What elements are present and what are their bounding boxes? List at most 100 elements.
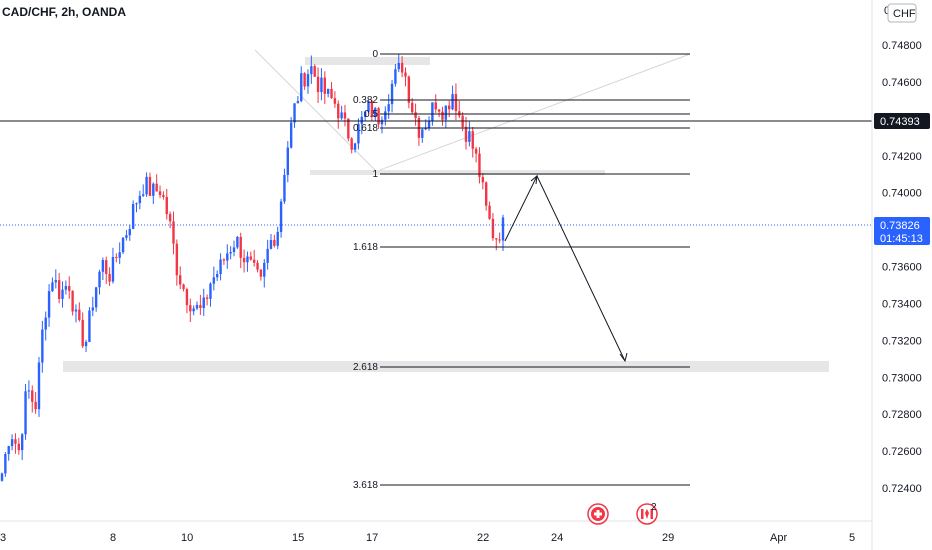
candle-body — [209, 283, 212, 299]
currency-badge: CHF — [893, 8, 916, 20]
candle-body — [434, 102, 437, 110]
candle-body — [310, 66, 313, 75]
candle-body — [380, 119, 384, 125]
candle-body — [474, 148, 478, 154]
projection-path[interactable] — [504, 174, 628, 363]
candle-body — [252, 259, 256, 263]
candle-body — [222, 259, 226, 261]
candle-body — [142, 194, 145, 196]
candle-body — [131, 204, 135, 229]
hline-price-label: 0.74393 — [880, 116, 920, 128]
candle-body — [10, 439, 14, 447]
candle-body — [323, 77, 326, 94]
time-label: Apr — [770, 532, 787, 544]
hline-price-tag — [874, 113, 930, 129]
candle-body — [148, 176, 152, 196]
candle-body — [394, 69, 397, 84]
candle-body — [202, 297, 205, 309]
price-tick-label: 0.74600 — [882, 77, 922, 89]
candle-body — [390, 83, 394, 105]
candle-body — [424, 127, 427, 130]
candle-body — [454, 94, 458, 112]
time-label: 24 — [551, 532, 563, 544]
candle-body — [491, 218, 495, 239]
event-badge-canada[interactable]: 2 — [636, 502, 658, 525]
candle-body — [360, 116, 363, 124]
candle-body — [444, 105, 448, 120]
candle-body — [4, 454, 7, 474]
candle-body — [471, 131, 474, 149]
candle-body — [363, 111, 367, 117]
candle-body — [246, 256, 249, 263]
candle-body — [189, 305, 192, 312]
price-axis[interactable]: 0.74800 0.74600 0.74200 0.74000 0.73600 0.734… — [882, 40, 922, 495]
candle-body — [199, 305, 202, 309]
candle-body — [377, 108, 380, 125]
candle-body — [498, 239, 501, 241]
candle-body — [61, 289, 64, 299]
event-badge-swiss[interactable] — [587, 503, 609, 525]
price-tick-label: 0.72600 — [882, 446, 922, 458]
candle-body — [347, 118, 350, 139]
candle-body — [387, 104, 390, 112]
candle-body — [367, 101, 370, 112]
candle-body — [74, 309, 78, 312]
candle-body — [121, 237, 125, 253]
candle-body — [135, 203, 138, 205]
candle-body — [111, 256, 115, 282]
candle-body — [192, 308, 195, 312]
candle-body — [448, 105, 451, 110]
candle-body — [421, 129, 424, 138]
candle-body — [414, 112, 417, 119]
time-label: 29 — [662, 532, 674, 544]
currency-badge-box[interactable] — [887, 3, 917, 23]
candle-body — [0, 473, 4, 481]
price-tick-label: 0.73200 — [882, 335, 922, 347]
fib-label: 1.618 — [353, 242, 378, 253]
candle-body — [145, 176, 148, 195]
price-tick-label: 0.72800 — [882, 409, 922, 421]
candle-body — [24, 391, 27, 435]
fib-group: 0 0.382 0.5 0.618 1 1.618 2.618 3.618 — [353, 49, 690, 491]
candle-body — [108, 273, 111, 282]
candle-body — [357, 123, 360, 144]
time-label: 22 — [477, 532, 489, 544]
candle-body — [400, 62, 404, 73]
candle-body — [249, 256, 253, 260]
candle-body — [279, 201, 283, 233]
current-price-tag — [874, 217, 930, 245]
candle-body — [501, 217, 505, 241]
time-axis[interactable]: 3 8 10 15 17 22 24 29 Apr 5 — [0, 532, 855, 544]
fib-label: 0 — [372, 49, 378, 60]
candle-body — [71, 290, 74, 312]
candle-body — [441, 111, 444, 120]
candle-body — [155, 183, 158, 192]
candle-body — [182, 284, 185, 290]
candle-body — [37, 362, 41, 410]
candle-body — [326, 88, 330, 94]
candle-body — [125, 235, 128, 238]
candle-body — [283, 174, 286, 202]
candle-body — [340, 112, 343, 119]
candle-body — [219, 259, 222, 275]
candle-body — [57, 280, 61, 299]
candle-body — [256, 262, 259, 270]
candle-body — [320, 77, 323, 92]
candle-body — [226, 253, 229, 261]
candle-body — [397, 62, 400, 70]
candle-body — [34, 401, 37, 410]
candle-body — [333, 98, 337, 104]
candle-body — [337, 103, 340, 119]
current-price-label: 0.73826 — [880, 220, 920, 232]
candle-body — [451, 94, 454, 110]
time-label: 10 — [181, 532, 193, 544]
price-tick-label: 0.72400 — [882, 483, 922, 495]
candle-body — [427, 120, 431, 128]
candle-body — [478, 153, 481, 177]
fib-label: 3.618 — [353, 480, 378, 491]
candle-body — [464, 126, 468, 142]
candle-body — [98, 271, 101, 288]
candle-body — [481, 176, 485, 183]
price-tick-label: 0.73400 — [882, 298, 922, 310]
